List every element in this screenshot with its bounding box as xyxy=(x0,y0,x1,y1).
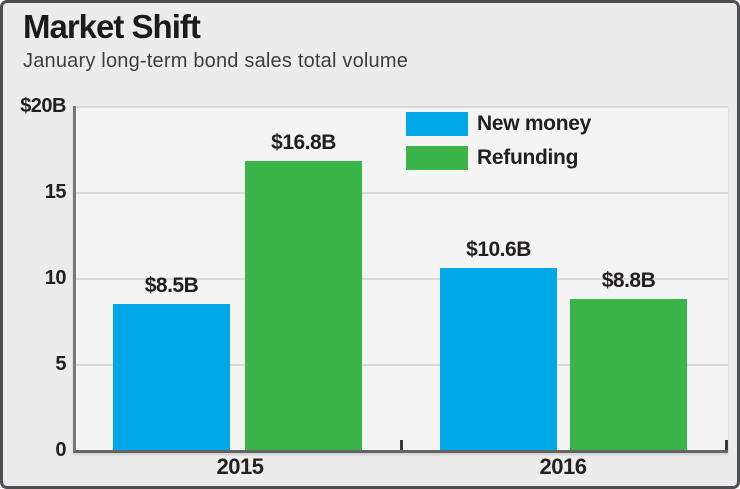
legend: New money Refunding xyxy=(406,112,591,180)
legend-item-refunding: Refunding xyxy=(406,146,591,170)
chart-title: Market Shift xyxy=(23,8,201,45)
bar-2015-refunding xyxy=(245,161,362,450)
x-axis-tick-mid xyxy=(400,440,403,450)
y-axis-tick-label-10: 10 xyxy=(44,267,67,289)
legend-item-new-money: New money xyxy=(406,112,591,136)
chart-subtitle: January long-term bond sales total volum… xyxy=(23,50,409,72)
y-axis-tick-label-20: $20B xyxy=(20,95,66,117)
x-axis: 2015 2016 xyxy=(3,454,737,484)
plot-area: $8.5B $16.8B $10.6B $8.8B xyxy=(73,106,728,453)
y-axis-tick-label-5: 5 xyxy=(55,353,66,375)
legend-label-refunding: Refunding xyxy=(477,146,579,169)
bar-value-label-2016-new-money: $10.6B xyxy=(466,237,531,261)
legend-swatch-refunding xyxy=(406,146,468,170)
bar-2015-new-money xyxy=(113,303,230,450)
bar-value-label-2015-refunding: $16.8B xyxy=(271,131,336,155)
y-axis: $20B 15 10 5 0 xyxy=(3,95,67,461)
bar-value-label-2015-new-money: $8.5B xyxy=(144,273,199,297)
y-axis-tick-label-0: 0 xyxy=(55,439,66,461)
bar-value-label-2016-refunding: $8.8B xyxy=(601,268,656,292)
y-axis-tick-label-15: 15 xyxy=(44,181,67,203)
gridline-10 xyxy=(76,278,728,280)
x-axis-label-2015: 2015 xyxy=(216,454,264,479)
x-axis-label-2016: 2016 xyxy=(539,454,587,479)
legend-swatch-new-money xyxy=(406,112,468,136)
gridline-5 xyxy=(76,364,728,366)
bar-2016-new-money xyxy=(440,267,557,450)
x-axis-tick-end xyxy=(725,440,728,450)
bar-2016-refunding xyxy=(570,298,687,450)
legend-label-new-money: New money xyxy=(477,112,591,135)
gridline-20 xyxy=(76,106,728,108)
gridline-15 xyxy=(76,192,728,194)
